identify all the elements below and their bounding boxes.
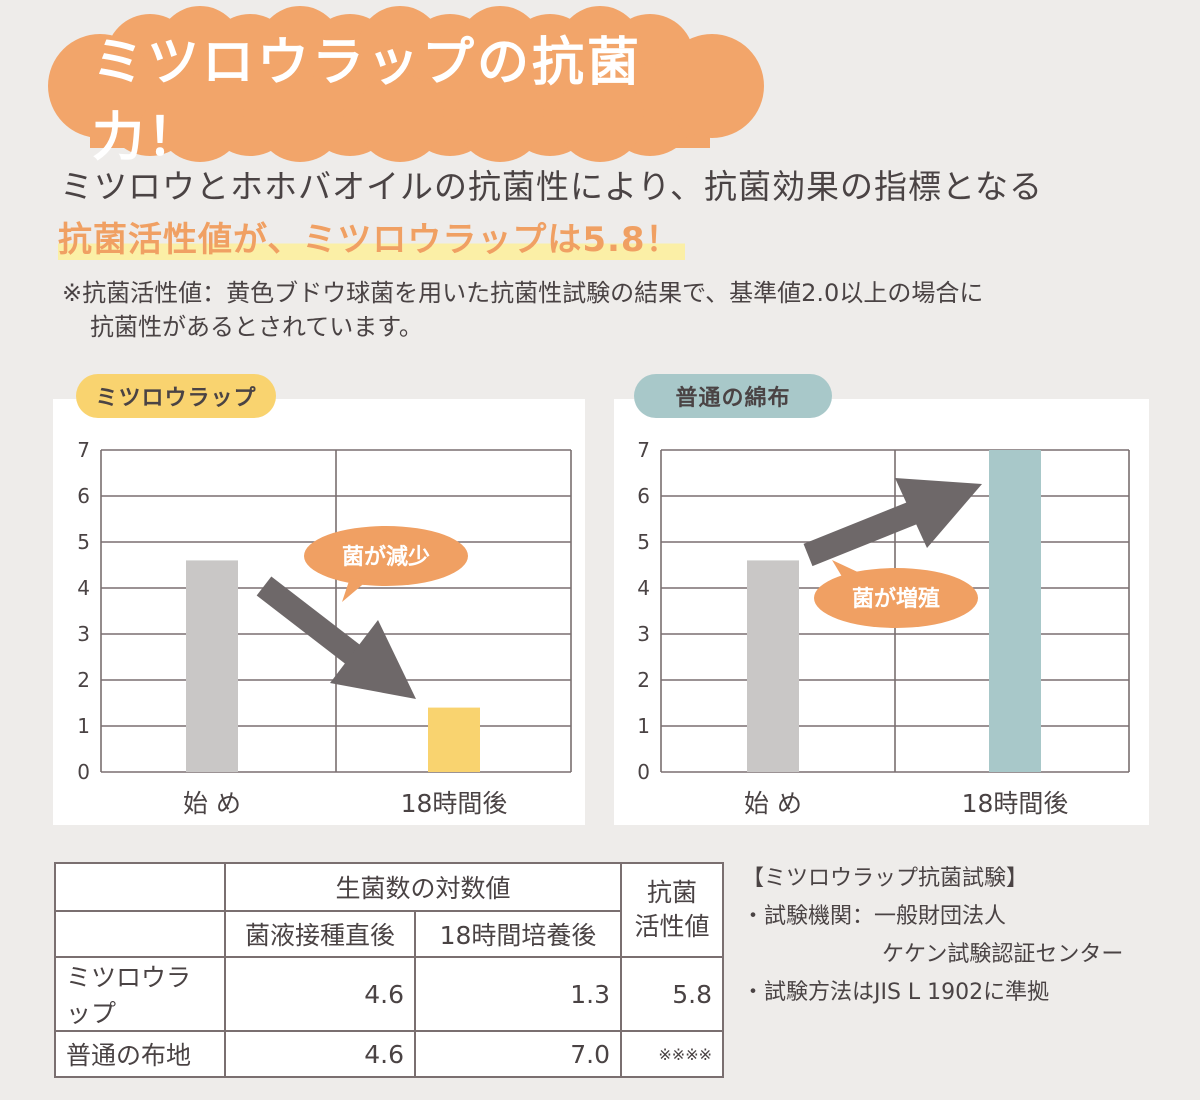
cloud-bump [258, 6, 342, 90]
table-corner-cell-2 [54, 910, 226, 958]
speech-bubble [814, 568, 978, 628]
y-tick-label: 7 [77, 438, 90, 462]
table-cell: 4.6 [224, 956, 416, 1032]
x-category-label: 18時間後 [962, 789, 1069, 818]
y-tick-label: 2 [77, 668, 90, 692]
cloud-bump [356, 74, 444, 162]
y-tick-label: 5 [77, 530, 90, 554]
y-tick-label: 0 [637, 760, 650, 784]
test-info-heading: 【ミツロウラップ抗菌試験】 [742, 866, 1029, 891]
table-header-group: 生菌数の対数値 [224, 862, 622, 912]
speech-bubble-tail [342, 578, 368, 602]
y-tick-label: 3 [637, 622, 650, 646]
table-header-col2: 18時間培養後 [414, 910, 622, 958]
x-category-label: 始 め [744, 789, 802, 818]
arrow-shaft [256, 576, 368, 670]
test-info-method: ・試験方法はJIS L 1902に準拠 [742, 980, 1050, 1005]
results-table: 生菌数の対数値 抗菌 活性値 菌液接種直後 18時間培養後 ミツロウラップ 4.… [54, 862, 724, 1078]
table-cell: 5.8 [620, 956, 724, 1032]
bar [186, 560, 238, 772]
y-tick-label: 5 [637, 530, 650, 554]
y-tick-label: 3 [77, 622, 90, 646]
cloud-bump [556, 74, 644, 162]
test-info-org-label: ・試験機関：一般財団法人 [742, 904, 1007, 929]
y-tick-label: 7 [637, 438, 650, 462]
y-tick-label: 4 [637, 576, 650, 600]
test-info: 【ミツロウラップ抗菌試験】 ・試験機関：一般財団法人 ケケン試験認証センター ・… [742, 860, 1123, 1012]
table-row: ミツロウラップ 4.6 1.3 5.8 [54, 956, 724, 1032]
y-tick-label: 6 [77, 484, 90, 508]
table-cell: ※※※※ [620, 1030, 724, 1078]
cloud-bump [158, 6, 242, 90]
x-category-label: 18時間後 [401, 789, 508, 818]
y-tick-label: 0 [77, 760, 90, 784]
bubble-label: 菌が増殖 [852, 586, 940, 612]
cloud-bump [458, 6, 542, 90]
test-info-org-name: ケケン試験認証センター [882, 942, 1124, 967]
cloud-bump [48, 34, 152, 138]
cloud-bump [660, 34, 764, 138]
arrow-shaft [803, 498, 925, 567]
intro-text: ミツロウとホホバオイルの抗菌性により、抗菌効果の指標となる [60, 167, 1044, 206]
arrow-head [330, 620, 416, 699]
cloud-bump [256, 74, 344, 162]
note-line-1: ※抗菌活性値：黄色ブドウ球菌を用いた抗菌性試験の結果で、基準値2.0以上の場合に [62, 279, 984, 307]
note-line-2: 抗菌性があるとされています。 [90, 313, 423, 341]
y-tick-label: 1 [77, 714, 90, 738]
table-cell: 4.6 [224, 1030, 416, 1078]
bar [747, 560, 799, 772]
speech-bubble-tail [832, 560, 862, 580]
highlight-text: 抗菌活性値が、ミツロウラップは5.8！ [58, 212, 685, 263]
cloud-bump [358, 6, 442, 90]
table-corner-cell [54, 862, 226, 912]
chart-panel-wrap [53, 399, 585, 825]
table-header-activity: 抗菌 活性値 [620, 862, 724, 958]
cloud-bump [558, 6, 642, 90]
title-cloud-shape [48, 6, 764, 162]
table-row-label: ミツロウラップ [54, 956, 226, 1032]
bar [989, 450, 1041, 772]
bubble-label: 菌が減少 [342, 544, 430, 570]
note-text: ※抗菌活性値：黄色ブドウ球菌を用いた抗菌性試験の結果で、基準値2.0以上の場合に… [62, 276, 983, 344]
table-header-col1: 菌液接種直後 [224, 910, 416, 958]
table-cell: 1.3 [414, 956, 622, 1032]
y-tick-label: 6 [637, 484, 650, 508]
table-row-label: 普通の布地 [54, 1030, 226, 1078]
chart-title-wrap: ミツロウラップ [76, 374, 276, 418]
y-tick-label: 4 [77, 576, 90, 600]
table-cell: 7.0 [414, 1030, 622, 1078]
x-category-label: 始 め [183, 789, 241, 818]
cloud-bump [456, 74, 544, 162]
cloud-bump [156, 74, 244, 162]
y-tick-label: 1 [637, 714, 650, 738]
bar [428, 707, 480, 772]
arrow-head [895, 478, 982, 548]
chart-title-cloth: 普通の綿布 [634, 374, 832, 418]
y-tick-label: 2 [637, 668, 650, 692]
table-row: 普通の布地 4.6 7.0 ※※※※ [54, 1030, 724, 1078]
speech-bubble [304, 526, 468, 586]
